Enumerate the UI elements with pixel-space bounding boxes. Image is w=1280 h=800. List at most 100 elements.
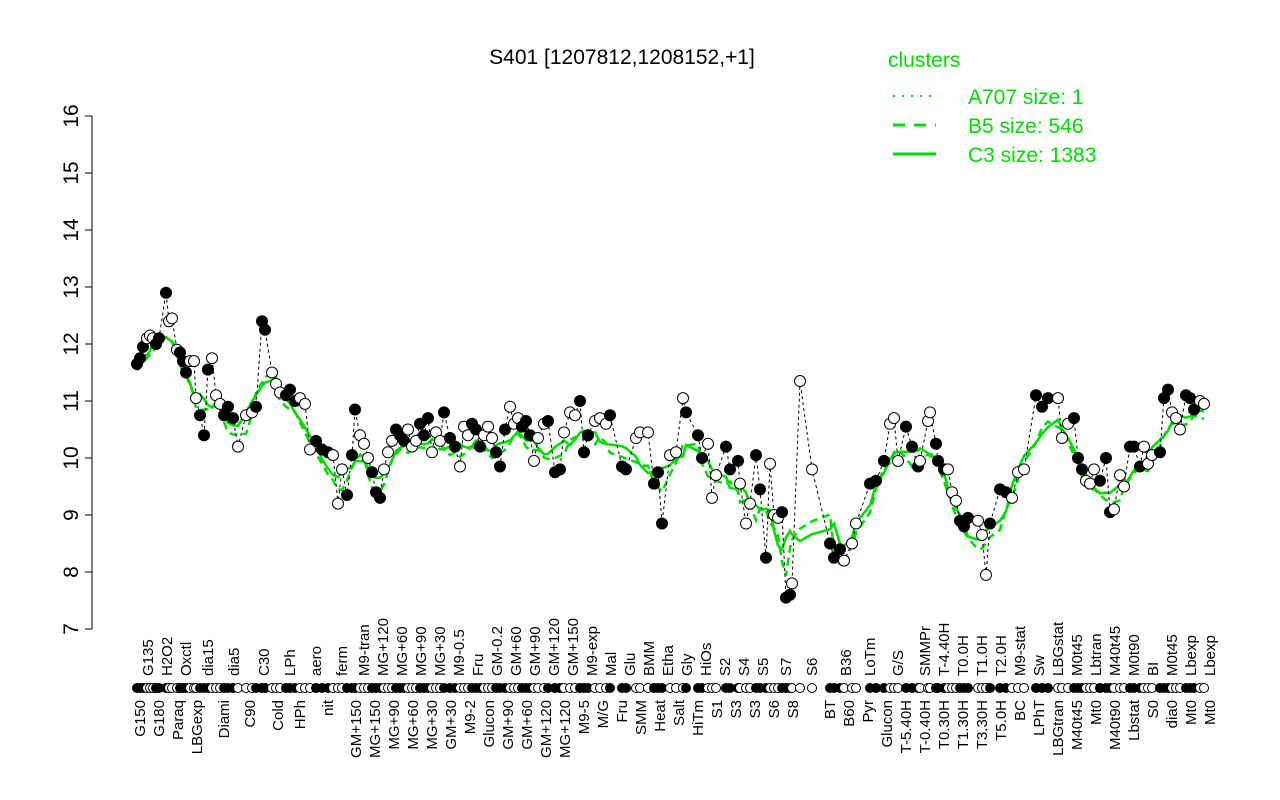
data-point [604,409,616,422]
x-label-bottom: Paraq [170,700,187,740]
x-label-bottom: BC [1012,700,1029,721]
x-label-top: Sw [1031,655,1048,676]
x-label-top: BI [1145,662,1162,676]
data-point [914,454,926,467]
x-label-bottom: S6 [766,700,783,718]
rug-point [851,683,861,693]
data-point [494,460,506,473]
x-label-bottom: GM+120 [538,700,555,758]
x-label-bottom: M/G [595,700,612,728]
data-point [1030,389,1042,402]
x-label-bottom: Glucon [481,700,498,748]
data-point [806,463,818,476]
x-label-top: Lbtran [1088,633,1105,676]
data-point [482,420,494,433]
data-point [194,409,206,422]
data-point [924,406,936,419]
data-point [366,466,378,479]
data-point [259,323,271,336]
x-label-top: GM+90 [527,626,544,676]
data-point [846,537,858,550]
data-point [386,434,398,447]
data-point [349,403,361,416]
x-label-top: M0t45 [1164,634,1181,676]
x-label-top: M9-0.5 [451,629,468,676]
data-point [642,426,654,439]
x-label-top: GM+150 [565,618,582,676]
rug-point [711,683,721,693]
data-point [438,406,450,419]
data-point [486,432,498,445]
x-label-top: dia15 [200,639,217,676]
data-point [720,440,732,453]
x-label-top: S6 [804,658,821,676]
data-point [1170,412,1182,425]
data-point [470,423,482,436]
data-point [554,463,566,476]
data-point [764,457,776,470]
data-point [1036,400,1048,413]
data-point [750,449,762,462]
rug-point [621,683,631,693]
x-label-bottom: T1.30H [955,700,972,749]
data-point [382,446,394,459]
rug-point [795,683,805,693]
data-points [131,286,1210,693]
data-point [402,423,414,436]
x-label-bottom: MG+90 [386,700,403,750]
x-label-bottom: MG+30 [424,700,441,750]
data-point [1118,480,1130,493]
data-point [824,537,836,550]
data-point [198,429,210,442]
data-point [1128,440,1140,453]
data-point [180,366,192,379]
x-label-top: GM+60 [508,626,525,676]
data-point [786,577,798,590]
x-label-top: LBGstat [1050,621,1067,676]
x-label-top: M9-stat [1012,625,1029,676]
y-tick-label: 11 [60,390,83,412]
x-label-top: G135 [140,639,157,676]
x-label-bottom: M9-2 [462,700,479,734]
x-label-bottom: Diami [216,700,233,738]
x-label-bottom: B60 [841,700,858,727]
x-label-top: Lbexp [1183,635,1200,676]
x-label-top: Lbexp [1202,635,1219,676]
data-point [850,517,862,530]
x-label-bottom: SMM [633,700,650,735]
data-point [284,383,296,396]
data-point [410,434,422,447]
x-label-top: HiOs [698,643,715,676]
x-label-top: S7 [778,658,795,676]
data-point [578,446,590,459]
data-point [1072,452,1084,464]
data-point [677,392,689,405]
x-label-top: Mal [603,652,620,676]
data-point [346,449,358,462]
x-label-bottom: BT [822,700,839,719]
rug-point [605,683,615,693]
x-label-bottom: S0 [1145,700,1162,718]
x-label-bottom: S8 [785,700,802,718]
data-point [706,491,718,504]
x-label-top: T-4.40H [936,623,953,676]
x-label-bottom: S3 [747,700,764,718]
x-label-bottom: T0.30H [936,700,953,749]
legend-entry-b5: B5 size: 546 [968,115,1084,138]
y-tick-label: 13 [60,275,83,298]
data-point [744,497,756,510]
data-point [870,474,882,487]
x-label-top: T1.0H [974,635,991,676]
data-point [574,395,586,407]
data-point [190,392,202,405]
rug-point [963,683,973,693]
data-point [950,494,962,507]
data-point [620,463,632,476]
x-label-bottom: dia0 [1164,700,1181,728]
x-label-bottom: LBGtran [1050,700,1067,756]
data-point [520,414,532,427]
y-tick-label: 8 [60,566,83,578]
legend-title: clusters [888,49,960,72]
data-point [222,400,234,413]
data-point [299,397,311,410]
